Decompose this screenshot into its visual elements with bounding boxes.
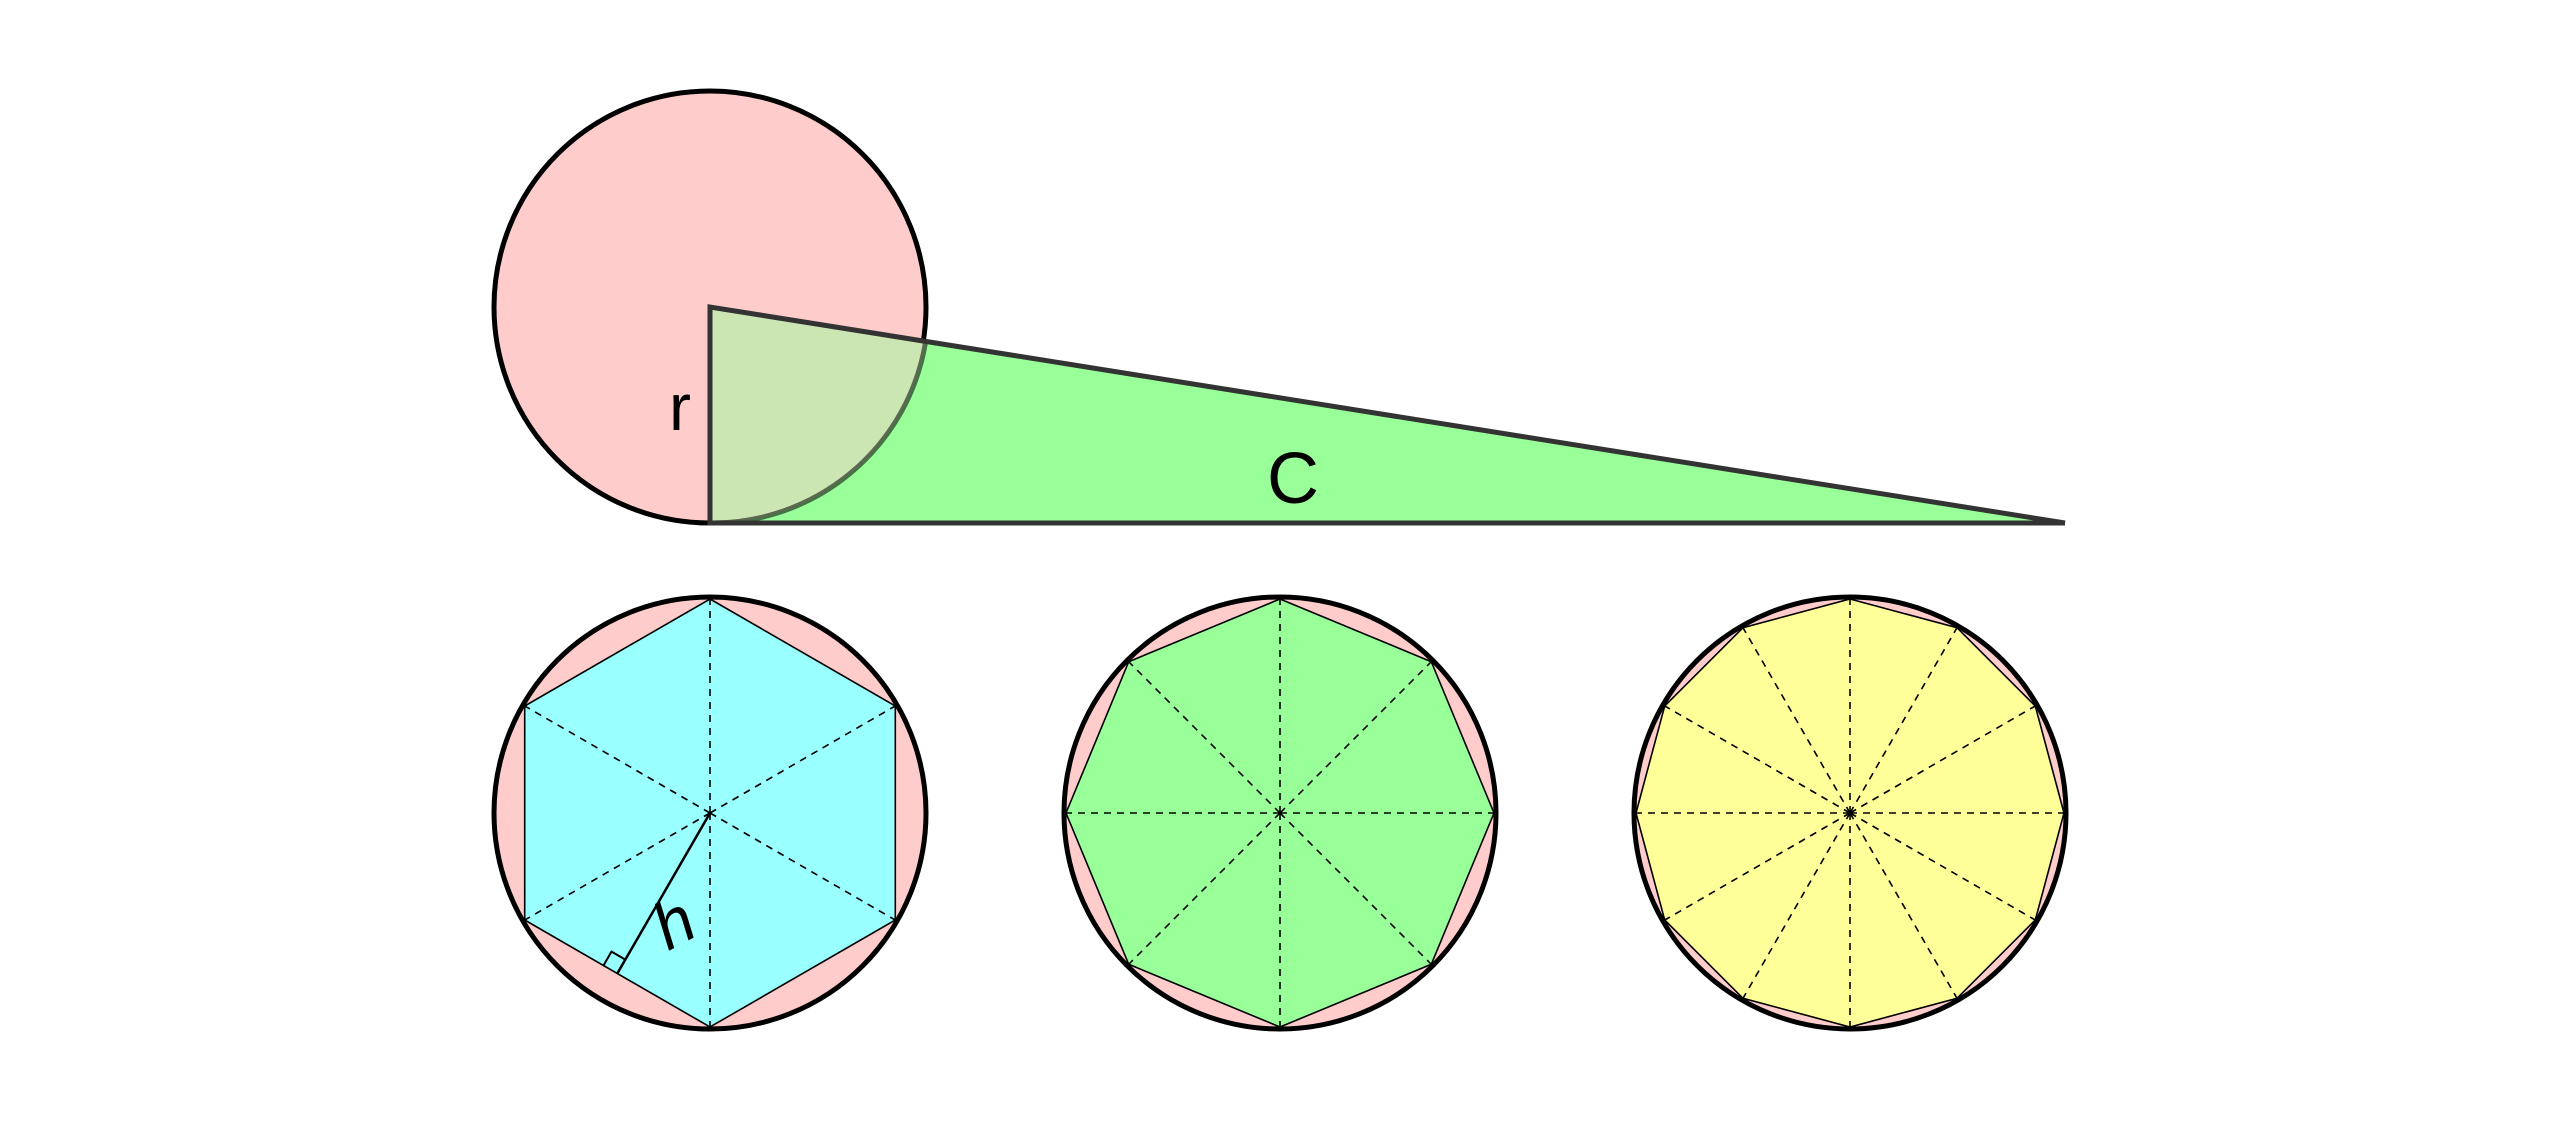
- dodecagon-in-circle: [1631, 594, 2069, 1032]
- circle-triangle-overlap: [710, 307, 926, 524]
- radial-dashed-line: [1128, 812, 1281, 965]
- radial-dashed-line: [709, 812, 896, 921]
- octagon-in-circle: [1061, 594, 1499, 1032]
- radial-dashed-line: [1742, 812, 1851, 999]
- radius-label: r: [669, 370, 691, 444]
- radial-dashed-line: [524, 812, 711, 921]
- radial-dashed-line: [1279, 812, 1432, 965]
- radial-dashed-line: [524, 705, 711, 814]
- radial-dashed-line: [1664, 705, 1851, 814]
- overlap-arc: [709, 342, 928, 526]
- radial-dashed-line: [1664, 812, 1851, 921]
- circle-triangle-group: r C: [491, 88, 2066, 526]
- radial-dashed-line: [1742, 627, 1851, 814]
- circumference-label: C: [1267, 439, 1319, 519]
- circle-outline: [491, 594, 929, 1032]
- radial-dashed-line: [1849, 812, 2036, 921]
- radial-dashed-line: [1849, 627, 1958, 814]
- radial-dashed-line: [1128, 661, 1281, 814]
- circle-outline: [1061, 594, 1499, 1032]
- triangle-outline: [707, 304, 2066, 526]
- radial-dashed-line: [1279, 661, 1432, 814]
- circle-outline: [1631, 594, 2069, 1032]
- radial-dashed-line: [709, 705, 896, 814]
- right-angle-marker: [602, 950, 626, 966]
- apothem-line: [616, 812, 712, 975]
- radial-dashed-line: [1849, 812, 1958, 999]
- radial-dashed-line: [1849, 705, 2036, 814]
